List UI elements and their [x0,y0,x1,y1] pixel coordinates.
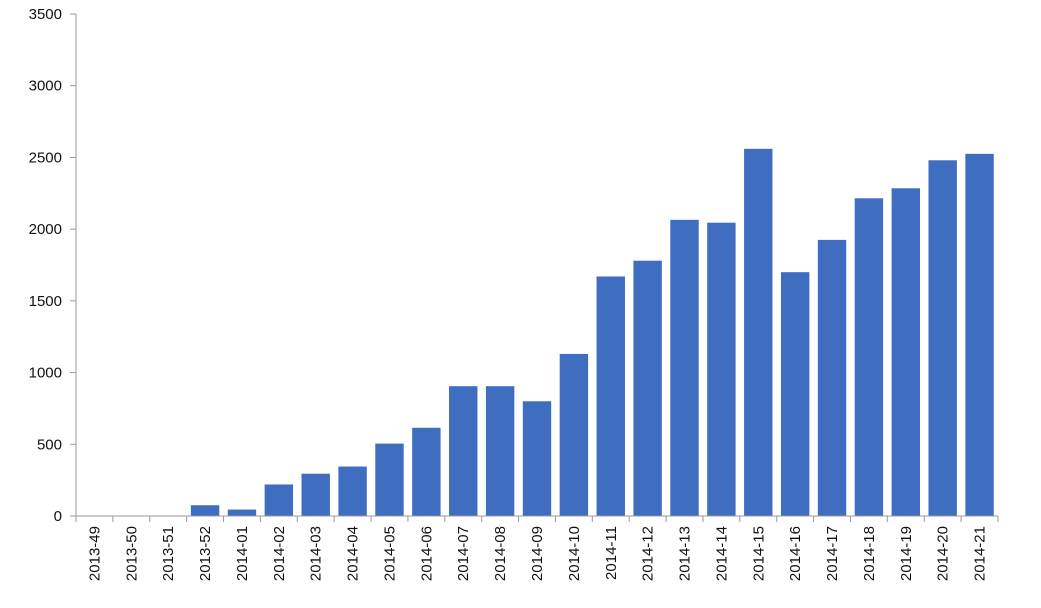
y-tick-label: 3000 [29,78,62,95]
x-tick-label: 2014-01 [234,526,251,581]
bar-2014-14 [707,222,736,516]
y-tick-label: 500 [37,436,62,453]
bar-2014-11 [596,276,625,516]
x-tick-label: 2013-52 [197,526,214,581]
y-tick-label: 3500 [29,6,62,23]
x-tick-label: 2014-03 [308,526,325,581]
bar-2014-16 [780,272,810,516]
x-tick-label: 2014-02 [271,526,288,581]
x-tick-label: 2014-09 [529,526,546,581]
y-tick-label: 1500 [29,293,62,310]
x-tick-label: 2014-06 [418,526,435,581]
y-tick-label: 1000 [29,365,62,382]
x-tick-label: 2014-07 [455,526,472,581]
bar-2013-52 [190,505,220,516]
bar-2014-19 [891,188,920,516]
x-tick-label: 2014-11 [603,526,620,580]
bar-2014-04 [338,466,367,516]
bar-2014-15 [744,148,773,516]
x-tick-label: 2014-17 [824,526,841,581]
bar-2014-18 [854,198,884,516]
x-tick-label: 2014-21 [972,526,989,581]
x-tick-label: 2014-10 [566,526,583,581]
x-tick-label: 2014-08 [492,526,509,581]
bar-2014-10 [559,353,589,516]
x-tick-label: 2014-13 [677,526,694,581]
x-tick-label: 2014-20 [935,526,952,581]
x-tick-label: 2014-04 [345,526,362,581]
x-tick-label: 2014-18 [861,526,878,581]
x-tick-label: 2014-16 [787,526,804,581]
bar-2014-20 [928,160,957,517]
x-tick-label: 2014-12 [640,526,657,581]
bar-2014-13 [670,219,699,516]
bar-2014-07 [449,386,478,516]
x-tick-label: 2014-15 [750,526,767,581]
bar-2014-03 [301,473,330,516]
x-tick-label: 2014-14 [713,526,730,581]
y-tick-label: 2500 [29,149,62,166]
bar-2014-01 [227,509,257,516]
bar-2014-02 [264,484,294,516]
x-tick-label: 2013-50 [123,526,140,581]
bar-2014-05 [375,443,404,516]
bar-2014-12 [633,260,662,516]
x-tick-label: 2013-51 [160,526,177,581]
x-tick-label: 2014-05 [381,526,398,581]
bar-2014-21 [965,153,994,516]
bar-2014-09 [522,401,552,516]
bar-2014-08 [485,386,515,516]
bars-layer [80,148,994,517]
y-tick-label: 2000 [29,221,62,238]
axes-layer: 0 500 1000 1500 2000 2500 3000 3500 2013-49 2013-… [29,6,999,581]
bar-2014-06 [412,427,441,516]
bar-2014-17 [817,239,847,516]
x-tick-label: 2013-49 [86,526,103,581]
x-tick-label: 2014-19 [898,526,915,581]
y-tick-label: 0 [54,508,62,525]
